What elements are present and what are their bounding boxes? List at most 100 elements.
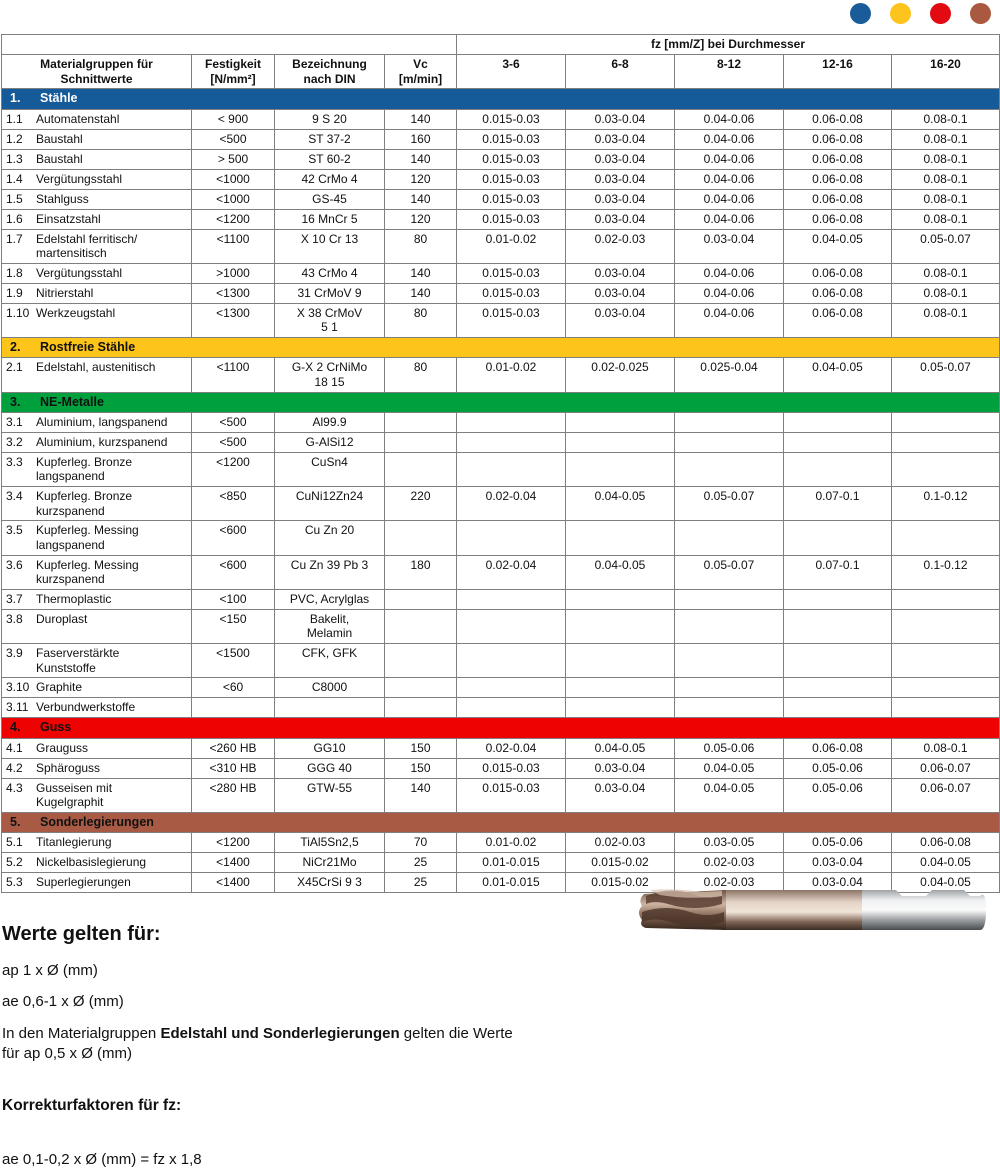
row-id: 3.4 — [6, 489, 23, 503]
din-cell: CuSn4 — [274, 451, 385, 488]
material-name: Nickelbasislegierung — [36, 855, 147, 869]
fz-cell-12-16: 0.05-0.06 — [783, 777, 892, 813]
row-id: 1.6 — [6, 211, 23, 226]
table-row: 3.1 Aluminium, langspanend <500 Al99.9 — [1, 411, 1000, 433]
din-cell: ST 60-2 — [274, 148, 385, 170]
fz-cell-8-12: 0.04-0.05 — [674, 757, 784, 779]
vc-cell — [384, 431, 457, 453]
section-header-cell: 1. Stähle — [1, 88, 1000, 110]
notes-heading: Werte gelten für: — [2, 923, 161, 945]
table-row: 3.7 Thermoplastic <100 PVC, Acrylglas — [1, 588, 1000, 610]
din-cell: CuNi12Zn24 — [274, 485, 385, 522]
strength-cell: <100 — [191, 588, 275, 610]
ae-note: ae 0,6-1 x Ø (mm) — [2, 993, 124, 1010]
fz-cell-8-12: 0.04-0.06 — [674, 262, 784, 284]
fz-cell-16-20: 0.1-0.12 — [891, 485, 1000, 522]
strength-cell: <600 — [191, 554, 275, 590]
header-spacer-cell — [1, 34, 457, 55]
material-name: Vergütungsstahl — [36, 265, 123, 280]
fz-cell-3-6 — [456, 608, 566, 645]
fz-cell-3-6 — [456, 520, 566, 556]
fz-cell-8-12 — [674, 677, 784, 699]
material-name: Stahlguss — [36, 191, 89, 206]
column-header-din: Bezeichnung nach DIN — [274, 53, 385, 90]
material-cell: 3.5 Kupferleg. Messing langspanend — [1, 520, 192, 556]
row-id: 1.9 — [6, 285, 23, 300]
fz-cell-16-20: 0.08-0.1 — [891, 302, 1000, 339]
fz-cell-16-20: 0.06-0.08 — [891, 832, 1000, 853]
din-cell: TiAl5Sn2,5 — [274, 832, 385, 853]
section-header-cell: 4. Guss — [1, 717, 1000, 739]
section-header-cell: 5. Sonderlegierungen — [1, 811, 1000, 834]
column-header-fz-12-16: 12-16 — [783, 53, 892, 90]
row-id: 4.2 — [6, 760, 23, 775]
fz-cell-8-12: 0.02-0.03 — [674, 852, 784, 873]
material-cell: 3.1 Aluminium, langspanend — [1, 411, 192, 433]
fz-cell-12-16: 0.06-0.08 — [783, 302, 892, 339]
fz-cell-12-16: 0.06-0.08 — [783, 188, 892, 210]
fz-cell-16-20: 0.05-0.07 — [891, 228, 1000, 264]
fz-cell-16-20 — [891, 588, 1000, 610]
material-name: Sphäroguss — [36, 760, 101, 775]
fz-cell-3-6: 0.02-0.04 — [456, 554, 566, 590]
row-id: 5.2 — [6, 855, 23, 869]
section-id: 2. — [10, 340, 21, 354]
fz-cell-3-6: 0.01-0.02 — [456, 832, 566, 853]
fz-cell-12-16 — [783, 411, 892, 433]
fz-cell-12-16: 0.06-0.08 — [783, 108, 892, 130]
vc-cell: 140 — [384, 148, 457, 170]
fz-cell-16-20: 0.05-0.07 — [891, 357, 1000, 393]
fz-cell-6-8 — [565, 677, 675, 699]
material-cell: 3.6 Kupferleg. Messing kurzspanend — [1, 554, 192, 590]
material-name: Einsatzstahl — [36, 211, 101, 226]
table-row: 3.3 Kupferleg. Bronze langspanend <1200 CuS… — [1, 451, 1000, 488]
strength-cell: <310 HB — [191, 757, 275, 779]
material-cell: 5.2 Nickelbasislegierung — [1, 852, 192, 873]
fz-cell-8-12: 0.04-0.06 — [674, 128, 784, 150]
fz-cell-12-16: 0.04-0.05 — [783, 357, 892, 393]
material-cell: 1.8 Vergütungsstahl — [1, 262, 192, 284]
fz-cell-16-20 — [891, 697, 1000, 719]
material-cell: 1.6 Einsatzstahl — [1, 208, 192, 230]
fz-cell-3-6: 0.01-0.02 — [456, 228, 566, 264]
fz-cell-6-8: 0.015-0.02 — [565, 852, 675, 873]
table-row: 5.2 Nickelbasislegierung <1400 NiCr21Mo 25 0.… — [1, 852, 1000, 873]
row-id: 1.10 — [6, 305, 30, 320]
din-cell: C8000 — [274, 677, 385, 699]
fz-cell-12-16: 0.03-0.04 — [783, 852, 892, 873]
fz-cell-3-6: 0.01-0.015 — [456, 872, 566, 893]
correction-factors: ae 0,1-0,2 x Ø (mm) = fz x 1,8 ae 0,3-0,… — [2, 1149, 1000, 1169]
vc-cell — [384, 588, 457, 610]
fz-cell-16-20: 0.04-0.05 — [891, 852, 1000, 873]
vc-cell — [384, 608, 457, 645]
table-row: 4.3 Gusseisen mit Kugelgraphit <280 HB GTW-… — [1, 777, 1000, 813]
material-name: Verbundwerkstoffe — [36, 700, 136, 715]
fz-cell-16-20: 0.04-0.05 — [891, 872, 1000, 893]
ap-note: ap 1 x Ø (mm) — [2, 962, 98, 979]
fz-cell-12-16: 0.06-0.08 — [783, 208, 892, 230]
fz-cell-16-20: 0.06-0.07 — [891, 757, 1000, 779]
vc-cell: 70 — [384, 832, 457, 853]
vc-cell: 140 — [384, 108, 457, 130]
fz-cell-3-6: 0.01-0.015 — [456, 852, 566, 873]
fz-cell-8-12 — [674, 608, 784, 645]
fz-cell-6-8 — [565, 451, 675, 488]
material-group-note-suffix: gelten die Werte für ap 0,5 x Ø (mm) — [2, 1025, 513, 1063]
table-row: 1.5 Stahlguss <1000 GS-45 140 0.015-0.03 0.03-… — [1, 188, 1000, 210]
material-cell: 3.3 Kupferleg. Bronze langspanend — [1, 451, 192, 488]
din-cell: 42 CrMo 4 — [274, 168, 385, 190]
fz-cell-6-8 — [565, 411, 675, 433]
vc-cell: 80 — [384, 302, 457, 339]
row-id: 1.8 — [6, 265, 23, 280]
fz-cell-12-16 — [783, 431, 892, 453]
brand-color-dots — [850, 3, 991, 24]
material-cell: 3.8 Duroplast — [1, 608, 192, 645]
material-cell: 1.3 Baustahl — [1, 148, 192, 170]
fz-cell-3-6: 0.015-0.03 — [456, 108, 566, 130]
cutting-data-table: fz [mm/Z] bei Durchmesser Materialgruppen… — [1, 34, 1000, 893]
fz-cell-12-16 — [783, 451, 892, 488]
table-header-row-columns: Materialgruppen für Schnittwerte Festigke… — [1, 53, 1000, 90]
material-cell: 2.1 Edelstahl, austenitisch — [1, 357, 192, 393]
material-name: Faserverstärkte Kunststoffe — [36, 646, 120, 675]
fz-cell-8-12: 0.03-0.04 — [674, 228, 784, 264]
